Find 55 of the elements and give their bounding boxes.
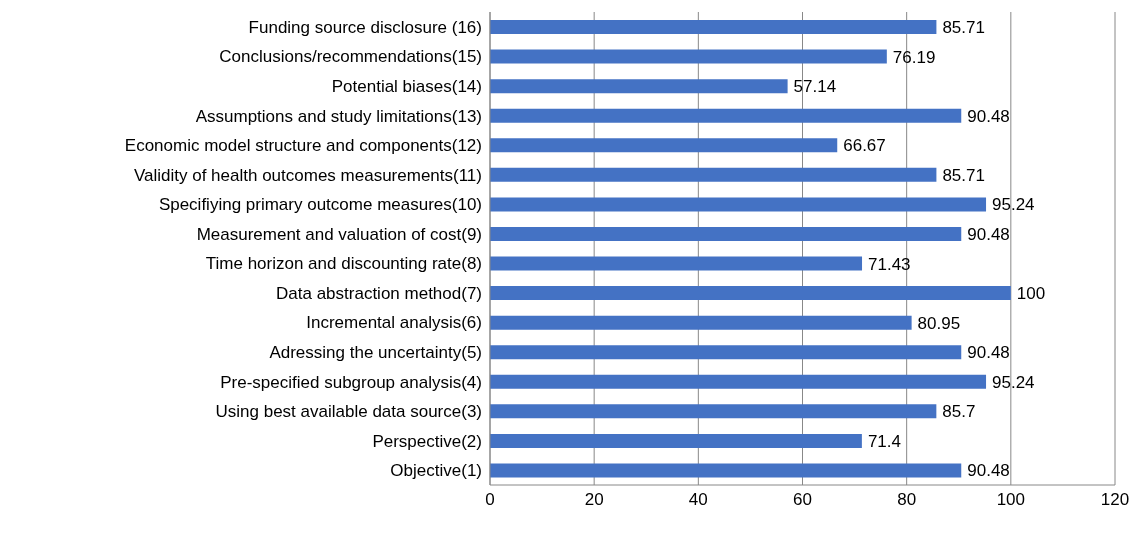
data-label: 85.7 [942,402,976,422]
bar [490,374,987,389]
y-tick-label: Perspective(2) [372,431,482,451]
y-tick-label: Validity of health outcomes measurements(11) [133,165,482,185]
bar [490,404,937,419]
data-label: 71.4 [867,431,901,451]
bar [490,345,962,360]
data-label: 85.71 [942,165,985,185]
bar [490,256,863,271]
x-tick-label: 80 [897,490,917,510]
data-label: 90.48 [967,461,1010,481]
y-tick-label: Pre-specified subgroup analysis(4) [220,372,482,392]
x-tick-label: 40 [688,490,708,510]
y-tick-label: Adressing the uncertainty(5) [269,343,482,362]
bar [490,20,937,34]
y-tick-label: Funding source disclosure (16) [248,17,482,37]
data-label: 100 [1016,284,1046,304]
data-label: 57.14 [793,77,837,97]
data-label: 80.95 [917,313,961,333]
x-tick-label: 0 [485,490,495,510]
data-label: 76.19 [892,47,936,67]
y-tick-label: Incremental analysis(6) [306,313,482,333]
data-label: 95.24 [992,195,1035,215]
y-tick-label: Measurement and valuation of cost(9) [196,224,482,244]
y-tick-label: Specifiying primary outcome measures(10) [158,195,482,215]
bar [490,226,962,241]
data-label: 71.43 [868,254,911,274]
y-tick-label: Conclusions/recommendations(15) [219,47,482,67]
bar [490,79,788,94]
bar [490,197,987,212]
x-tick-label: 100 [996,490,1026,510]
y-tick-label: Using best available data source(3) [215,402,482,422]
data-label: 66.67 [843,136,886,156]
y-tick-label: Time horizon and discounting rate(8) [205,254,482,274]
data-label: 95.24 [992,372,1035,392]
bar [490,167,937,182]
data-label: 85.71 [942,18,985,38]
bar [490,49,887,64]
y-tick-label: Data abstraction method(7) [276,283,482,303]
y-tick-label: Objective(1) [390,461,482,481]
y-tick-label: Economic model structure and components(12) [124,136,482,156]
bar [490,286,1011,301]
bar [490,108,962,123]
data-label: 90.48 [967,224,1010,244]
bar [490,138,838,153]
bar [490,433,862,448]
data-label: 90.48 [967,343,1010,363]
y-tick-label: Potential biases(14) [331,76,482,96]
bar [490,315,912,330]
x-tick-label: 60 [793,490,812,510]
data-label: 90.48 [967,106,1010,126]
y-tick-label: Assumptions and study limitations(13) [195,106,482,126]
x-tick-label: 120 [1100,490,1130,510]
bar [490,463,962,478]
x-tick-label: 20 [584,490,604,510]
